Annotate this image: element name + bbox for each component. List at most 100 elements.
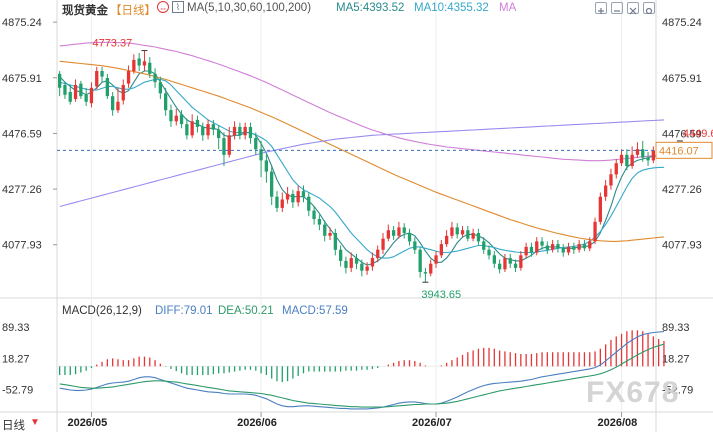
indicator-icon[interactable]: ⌇ — [172, 1, 184, 13]
candle-body — [126, 71, 131, 84]
ma-params[interactable]: MA(5,10,30,60,100,200) — [187, 2, 312, 14]
candle-body — [641, 149, 645, 158]
candle-body — [551, 244, 555, 250]
candle-body — [349, 258, 353, 268]
settings-icon[interactable] — [643, 2, 655, 15]
candle-body — [471, 233, 475, 239]
candle-body — [323, 224, 327, 236]
current-price-label: 4416.07 — [659, 145, 699, 157]
candle-body — [195, 119, 200, 127]
candle-body — [275, 196, 279, 208]
candle-body — [376, 249, 380, 259]
y-tick-label-left: 4077.93 — [2, 240, 42, 252]
candle-body — [248, 126, 253, 139]
candle-body — [270, 171, 274, 197]
candle-body — [588, 241, 592, 249]
candle-body — [614, 163, 618, 175]
y-tick-label-right: 4077.93 — [662, 240, 702, 252]
candle-body — [545, 245, 549, 250]
candle-body — [535, 241, 539, 253]
candle-body — [498, 263, 502, 270]
candle-body — [646, 157, 650, 161]
period-label[interactable]: 【日线】 — [110, 5, 156, 17]
candle-body — [407, 233, 412, 242]
x-tick-label: 2026/05 — [67, 417, 107, 429]
candle-body — [513, 263, 518, 268]
macd-y-tick-left: 18.27 — [2, 353, 30, 365]
candle-body — [476, 233, 481, 242]
candle-body — [259, 149, 263, 161]
candle-body — [201, 126, 205, 136]
x-tick-label: 2026/08 — [598, 417, 638, 429]
candle-body — [79, 83, 83, 97]
y-tick-label-right: 4476.59 — [662, 128, 702, 140]
candle-body — [222, 138, 226, 155]
macd-y-tick-left: -52.79 — [2, 384, 33, 396]
candle-body — [190, 121, 194, 136]
candle-body — [153, 73, 157, 83]
macd-y-tick-right: 89.33 — [662, 322, 690, 334]
candle-body — [148, 62, 152, 74]
period-button[interactable]: 日线 — [2, 420, 25, 432]
candle-body — [317, 219, 322, 225]
candle-body — [254, 138, 258, 150]
candle-body — [508, 258, 512, 264]
close-icon[interactable] — [627, 2, 639, 15]
ma60-line — [59, 60, 665, 242]
candle-body — [392, 230, 396, 236]
macd-hist-value: MACD:57.59 — [282, 305, 348, 317]
candle-body — [58, 73, 62, 88]
period-dropdown-icon[interactable]: ▼ — [30, 417, 40, 428]
candle-body — [556, 244, 560, 249]
x-tick-label: 2026/06 — [237, 417, 277, 429]
ma100-line — [59, 119, 665, 208]
candle-body — [625, 154, 629, 166]
y-tick-label-left: 4277.26 — [2, 184, 42, 196]
macd-dea-value: DEA:50.21 — [218, 305, 274, 317]
candle-body — [519, 255, 523, 268]
macd-params[interactable]: MACD(26,12,9) — [62, 305, 142, 317]
symbol-title: 现货黄金 — [62, 5, 108, 17]
minus-icon[interactable] — [611, 2, 623, 14]
y-tick-label-left: 4675.91 — [2, 73, 42, 85]
add-icon[interactable] — [595, 2, 607, 14]
candle-body — [577, 244, 581, 250]
candle-body — [604, 185, 608, 197]
candle-body — [158, 82, 162, 94]
candle-body — [68, 92, 72, 102]
candle-body — [111, 96, 115, 111]
macd-y-tick-right: -52.79 — [662, 384, 693, 396]
candle-body — [121, 85, 125, 101]
candle-body — [540, 241, 544, 246]
candle-body — [492, 255, 496, 264]
candle-body — [482, 241, 486, 250]
candle-body — [296, 191, 300, 203]
macd-diff-value: DIFF:79.01 — [155, 305, 213, 317]
candle-body — [217, 129, 221, 139]
candle-body — [423, 272, 428, 274]
compare-icon[interactable]: ⇔ — [157, 1, 169, 13]
candle-body — [328, 233, 332, 236]
candle-body — [418, 249, 422, 272]
candle-body — [174, 115, 178, 122]
ma10-value: MA10:4355.32 — [414, 2, 489, 14]
candle-body — [370, 258, 375, 267]
candle-body — [301, 191, 306, 197]
y-tick-label-right: 4675.91 — [662, 73, 702, 85]
candle-body — [381, 238, 385, 250]
candle-body — [344, 260, 348, 268]
watermark: FX678 — [586, 376, 680, 409]
candle-body — [635, 149, 640, 155]
macd-y-tick-right: 18.27 — [662, 353, 690, 365]
candle-body — [365, 266, 369, 271]
candle-body — [73, 85, 78, 99]
ma30-line — [59, 41, 665, 162]
price-annotation: 4449.65 — [683, 128, 713, 140]
y-tick-label-left: 4875.24 — [2, 17, 42, 29]
candle-body — [402, 227, 406, 233]
candle-body — [429, 263, 433, 274]
candle-body — [466, 230, 470, 239]
ma5-value: MA5:4393.52 — [336, 2, 405, 14]
candle-body — [487, 249, 491, 256]
